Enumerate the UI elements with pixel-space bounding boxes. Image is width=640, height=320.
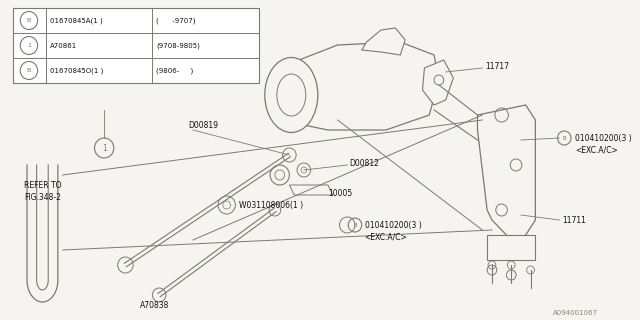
Text: <EXC.A/C>: <EXC.A/C> <box>365 233 408 242</box>
Text: B: B <box>27 68 31 73</box>
Text: (9708-9805): (9708-9805) <box>156 42 200 49</box>
Text: W031108006(1 ): W031108006(1 ) <box>239 201 303 210</box>
Text: 010410200(3 ): 010410200(3 ) <box>365 220 421 229</box>
Text: <EXC.A/C>: <EXC.A/C> <box>575 146 618 155</box>
Polygon shape <box>487 235 535 260</box>
Text: 11711: 11711 <box>563 215 586 225</box>
Text: A094001067: A094001067 <box>553 310 598 316</box>
Text: B: B <box>353 222 356 228</box>
Text: 01670845O(1 ): 01670845O(1 ) <box>50 67 104 74</box>
Text: 01670845A(1 ): 01670845A(1 ) <box>50 17 103 24</box>
Polygon shape <box>477 105 535 240</box>
Text: 1: 1 <box>102 143 106 153</box>
Text: B: B <box>27 18 31 23</box>
Text: 010410200(3 ): 010410200(3 ) <box>575 133 632 142</box>
Polygon shape <box>289 185 333 195</box>
Ellipse shape <box>265 58 318 132</box>
Polygon shape <box>265 42 439 130</box>
Text: (      -9707): ( -9707) <box>156 17 196 24</box>
Text: (9806-     ): (9806- ) <box>156 67 193 74</box>
Text: A70861: A70861 <box>50 43 77 49</box>
Text: A70838: A70838 <box>140 300 169 309</box>
Text: B: B <box>563 135 566 140</box>
Text: 10005: 10005 <box>328 188 352 197</box>
Ellipse shape <box>277 74 306 116</box>
Polygon shape <box>422 60 453 105</box>
Text: 1: 1 <box>27 43 31 48</box>
Polygon shape <box>362 28 405 55</box>
Text: 11717: 11717 <box>485 61 509 70</box>
Bar <box>13 8 259 83</box>
Text: D00812: D00812 <box>349 158 379 167</box>
Text: D00819: D00819 <box>188 121 218 130</box>
Text: FIG.348-2: FIG.348-2 <box>24 193 61 202</box>
Text: REFER TO: REFER TO <box>24 180 61 189</box>
